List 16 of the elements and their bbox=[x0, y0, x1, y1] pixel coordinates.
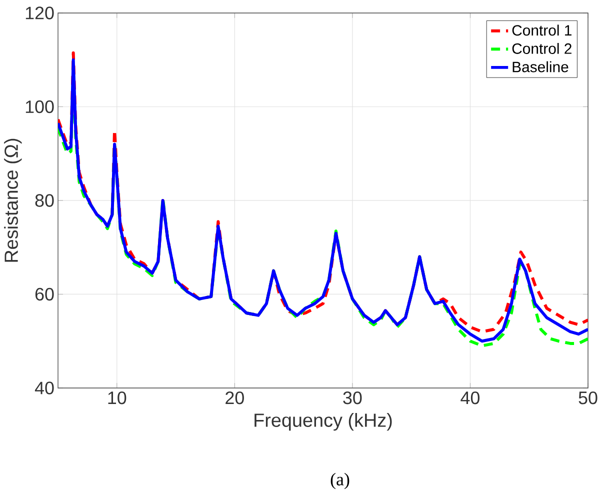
y-tick-label: 40 bbox=[34, 382, 54, 394]
legend-label: Baseline bbox=[512, 61, 568, 72]
y-tick-label: 60 bbox=[35, 288, 54, 301]
y-tick-label: 100 bbox=[26, 100, 54, 114]
x-tick-label: 30 bbox=[343, 391, 362, 404]
y-tick-label: 120 bbox=[26, 6, 54, 20]
y-axis-title: Resistance (Ω) bbox=[4, 138, 22, 262]
legend-label: Control 1 bbox=[512, 24, 572, 36]
x-tick-label: 10 bbox=[108, 391, 126, 404]
x-tick-label: 20 bbox=[226, 391, 244, 404]
x-tick-label: 50 bbox=[578, 391, 598, 404]
text: (a) bbox=[330, 472, 350, 490]
y-tick-label: 80 bbox=[35, 194, 54, 207]
legend-label: Control 2 bbox=[512, 42, 572, 54]
x-tick-label: 40 bbox=[460, 391, 480, 404]
x-axis-title: Frequency (kHz) bbox=[254, 413, 392, 431]
